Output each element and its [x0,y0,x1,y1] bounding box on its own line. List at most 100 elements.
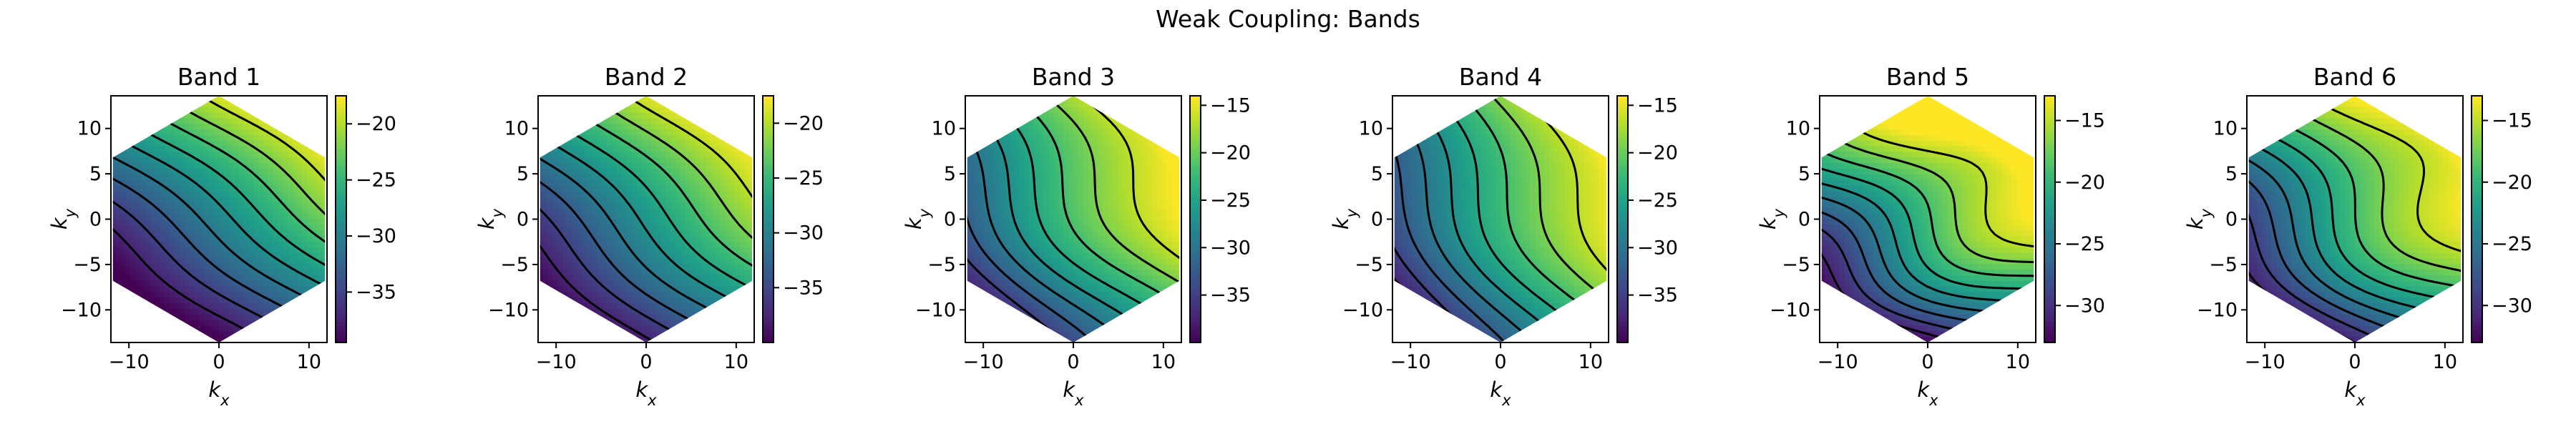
heatmap-cell [734,124,741,130]
heatmap-cell [710,280,716,287]
colorbar-swatch [763,235,774,241]
heatmap-cell [690,219,696,226]
heatmap-cell [572,314,578,321]
heatmap-cell [155,207,161,214]
heatmap-cell [970,213,976,220]
heatmap-cell [985,219,991,226]
heatmap-cell [587,247,593,254]
heatmap-cell [749,202,753,209]
heatmap-cell [1034,197,1040,203]
heatmap-cell [165,174,171,181]
heatmap-cell [223,157,230,164]
heatmap-cell [223,320,230,327]
heatmap-cell [317,270,323,276]
heatmap-cell [258,236,264,242]
heatmap-cell [587,264,593,270]
heatmap-cell [1063,241,1069,248]
heatmap-cell [233,236,240,242]
colorbar-swatch [336,330,346,335]
heatmap-cell [184,331,190,337]
heatmap-cell [542,146,549,153]
heatmap-cell [180,314,185,321]
heatmap-cell [317,129,323,136]
heatmap-cell [1048,118,1055,124]
heatmap-cell [967,241,971,248]
heatmap-cell [273,179,279,187]
heatmap-cell [1019,252,1025,260]
heatmap-cell [219,107,225,114]
heatmap-cell [125,157,132,164]
heatmap-cell [170,325,176,332]
heatmap-cell [542,219,549,226]
heatmap-cell [557,314,564,321]
heatmap-cell [724,213,731,220]
heatmap-cell [990,152,995,159]
heatmap-cell [602,275,608,282]
heatmap-cell [597,207,603,214]
heatmap-cell [1053,168,1060,175]
heatmap-cell [739,236,746,242]
heatmap-cell [317,325,323,332]
heatmap-cell [1063,107,1069,114]
heatmap-cell [1058,129,1065,136]
heatmap-cell [1009,191,1015,197]
heatmap-cell [1024,320,1030,327]
heatmap-cell [665,270,672,276]
heatmap-cell [744,270,750,276]
heatmap-cell [695,129,701,136]
heatmap-cell [995,168,1000,175]
heatmap-cell [985,179,991,187]
heatmap-cell [1024,297,1030,304]
heatmap-cell [1063,129,1069,136]
heatmap-cell [1019,230,1025,237]
heatmap-cell [115,252,122,260]
heatmap-cell [1019,213,1025,220]
heatmap-cell [641,118,647,124]
heatmap-cell [744,297,750,304]
heatmap-cell [626,252,633,260]
colorbar-swatch [763,174,774,179]
heatmap-cell [223,112,230,119]
heatmap-cell [739,219,746,226]
heatmap-cell [155,213,161,220]
heatmap-cell [312,118,318,124]
heatmap-cell [967,264,971,270]
heatmap-cell [125,134,132,142]
heatmap-cell [180,286,185,293]
heatmap-cell [1043,280,1050,287]
heatmap-cell [540,191,544,197]
heatmap-cell [1014,129,1020,136]
heatmap-cell [670,197,676,203]
heatmap-cell [975,230,981,237]
heatmap-cell [587,124,593,130]
heatmap-cell [219,146,225,153]
heatmap-cell [180,225,185,231]
heatmap-cell [243,202,249,209]
heatmap-cell [626,275,633,282]
heatmap-cell [547,129,554,136]
heatmap-cell [597,213,603,220]
heatmap-cell [273,241,279,248]
heatmap-cell [283,280,288,287]
heatmap-cell [219,124,225,130]
heatmap-cell [180,163,185,169]
heatmap-cell [975,107,981,114]
heatmap-cell [744,202,750,209]
heatmap-cell [115,96,122,102]
heatmap-cell [685,225,691,231]
heatmap-cell [975,258,981,265]
heatmap-cell [1029,179,1035,187]
heatmap-cell [744,140,750,147]
heatmap-cell [631,124,638,130]
heatmap-cell [611,241,618,248]
heatmap-cell [288,275,293,282]
heatmap-cell [650,241,657,248]
heatmap-cell [145,185,151,192]
heatmap-cell [1024,168,1030,175]
heatmap-cell [130,275,137,282]
heatmap-cell [675,174,681,181]
heatmap-cell [160,191,166,197]
heatmap-cell [577,275,583,282]
heatmap-cell [312,101,318,108]
heatmap-cell [204,207,210,214]
